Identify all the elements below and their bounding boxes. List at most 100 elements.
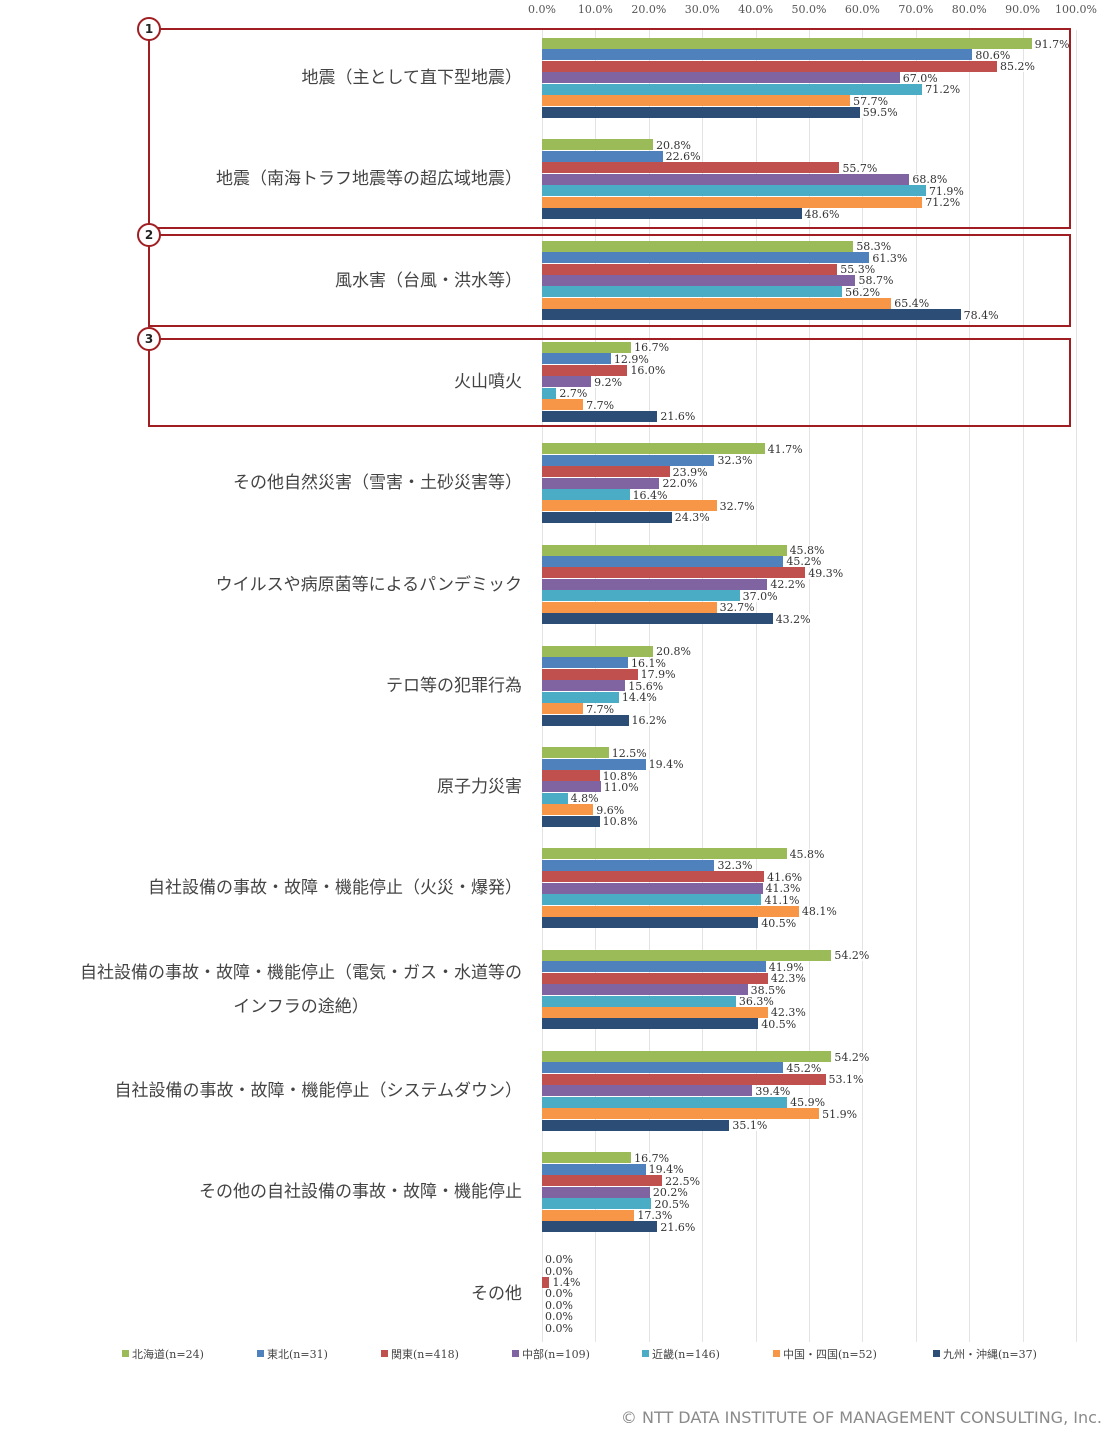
value-label: 20.2% <box>651 1186 689 1200</box>
value-label: 11.0% <box>602 780 640 794</box>
bar-2 <box>542 567 806 579</box>
gridline <box>1076 30 1077 1342</box>
value-label: 16.7% <box>633 341 671 355</box>
bar-5 <box>542 500 717 512</box>
value-label: 32.3% <box>716 859 754 873</box>
x-tick-label: 10.0% <box>577 3 613 16</box>
value-label: 16.1% <box>629 656 667 670</box>
value-label: 32.7% <box>718 499 756 513</box>
highlight-box-1 <box>148 28 1071 229</box>
x-tick-label: 0.0% <box>528 3 556 16</box>
value-label: 4.8% <box>569 792 600 806</box>
bar-5 <box>542 297 892 309</box>
bar-1 <box>542 758 646 770</box>
value-label: 37.0% <box>741 589 779 603</box>
bar-4 <box>542 1096 788 1108</box>
bar-3 <box>542 578 768 590</box>
value-label: 16.7% <box>633 1151 671 1165</box>
value-label: 91.7% <box>1033 37 1071 51</box>
legend-swatch-icon <box>381 1350 388 1357</box>
value-label: 21.6% <box>659 1220 697 1234</box>
bar-2 <box>542 1175 663 1187</box>
legend-label: 九州・沖縄(n=37) <box>943 1348 1037 1361</box>
category-label-line: インフラの途絶） <box>233 996 369 1017</box>
bar-0 <box>542 949 832 961</box>
value-label: 17.9% <box>639 668 677 682</box>
bar-6 <box>542 815 600 827</box>
gridline <box>969 30 970 1342</box>
gridline <box>809 30 810 1342</box>
bar-3 <box>542 173 910 185</box>
value-label: 41.3% <box>764 882 802 896</box>
value-label: 22.5% <box>664 1174 702 1188</box>
bar-5 <box>542 703 584 715</box>
gridline <box>916 30 917 1342</box>
value-label: 42.2% <box>769 578 807 592</box>
legend-item: 東北(n=31) <box>257 1348 328 1362</box>
category-label: 原子力災害 <box>437 777 522 798</box>
category-label: テロ等の犯罪行為 <box>386 675 522 696</box>
value-label: 10.8% <box>601 815 639 829</box>
value-label: 58.3% <box>855 240 893 254</box>
bar-3 <box>542 274 856 286</box>
annotation-number-badge: 3 <box>137 327 161 351</box>
bar-0 <box>542 848 787 860</box>
value-label: 40.5% <box>760 1017 798 1031</box>
bar-1 <box>542 1163 646 1175</box>
category-label: その他自然災害（雪害・土砂災害等） <box>233 473 522 494</box>
bar-1 <box>542 454 715 466</box>
bar-6 <box>542 106 860 118</box>
bar-4 <box>542 792 568 804</box>
gridline <box>702 30 703 1342</box>
legend: 北海道(n=24) 東北(n=31) 関東(n=418) 中部(n=109) 近畿(n=… <box>0 1348 1104 1364</box>
bar-1 <box>542 961 766 973</box>
bar-5 <box>542 95 851 107</box>
bar-3 <box>542 477 660 489</box>
value-label: 49.3% <box>807 566 845 580</box>
bar-0 <box>542 38 1032 49</box>
value-label: 7.7% <box>585 702 616 716</box>
value-label: 67.0% <box>901 71 939 85</box>
bar-4 <box>542 185 926 197</box>
legend-swatch-icon <box>642 1350 649 1357</box>
bar-2 <box>542 1073 826 1085</box>
category-label: 風水害（台風・洪水等） <box>335 270 522 291</box>
bar-3 <box>542 984 748 996</box>
value-label: 35.1% <box>731 1119 769 1133</box>
value-label: 68.8% <box>911 173 949 187</box>
bar-6 <box>542 1018 759 1030</box>
bar-2 <box>542 1276 550 1288</box>
value-label: 43.2% <box>774 612 812 626</box>
value-label: 14.4% <box>620 691 658 705</box>
legend-swatch-icon <box>773 1350 780 1357</box>
value-label: 71.2% <box>924 83 962 97</box>
legend-swatch-icon <box>512 1350 519 1357</box>
category-label: 地震（南海トラフ地震等の超広域地震） <box>216 169 522 190</box>
bar-0 <box>542 544 787 556</box>
legend-label: 北海道(n=24) <box>132 1348 204 1361</box>
x-tick-label: 90.0% <box>1005 3 1041 16</box>
value-label: 55.3% <box>839 263 877 276</box>
value-label: 16.4% <box>631 488 669 502</box>
value-label: 85.2% <box>998 60 1036 74</box>
value-label: 58.7% <box>857 274 895 288</box>
bar-5 <box>542 804 594 816</box>
bar-4 <box>542 286 843 298</box>
value-label: 41.9% <box>767 960 805 974</box>
highlight-box-3 <box>148 338 1071 427</box>
value-label: 16.2% <box>630 714 668 727</box>
value-label: 22.6% <box>664 150 702 164</box>
value-label: 20.5% <box>653 1197 691 1211</box>
bar-1 <box>542 150 663 162</box>
value-label: 65.4% <box>893 297 931 311</box>
x-tick-label: 50.0% <box>791 3 827 16</box>
bar-2 <box>542 770 600 781</box>
bar-1 <box>542 49 973 61</box>
bar-3 <box>542 72 900 84</box>
bar-2 <box>542 972 768 984</box>
bar-1 <box>542 859 715 871</box>
value-label: 71.9% <box>927 184 965 198</box>
gridline <box>756 30 757 1342</box>
bar-1 <box>542 1062 784 1074</box>
